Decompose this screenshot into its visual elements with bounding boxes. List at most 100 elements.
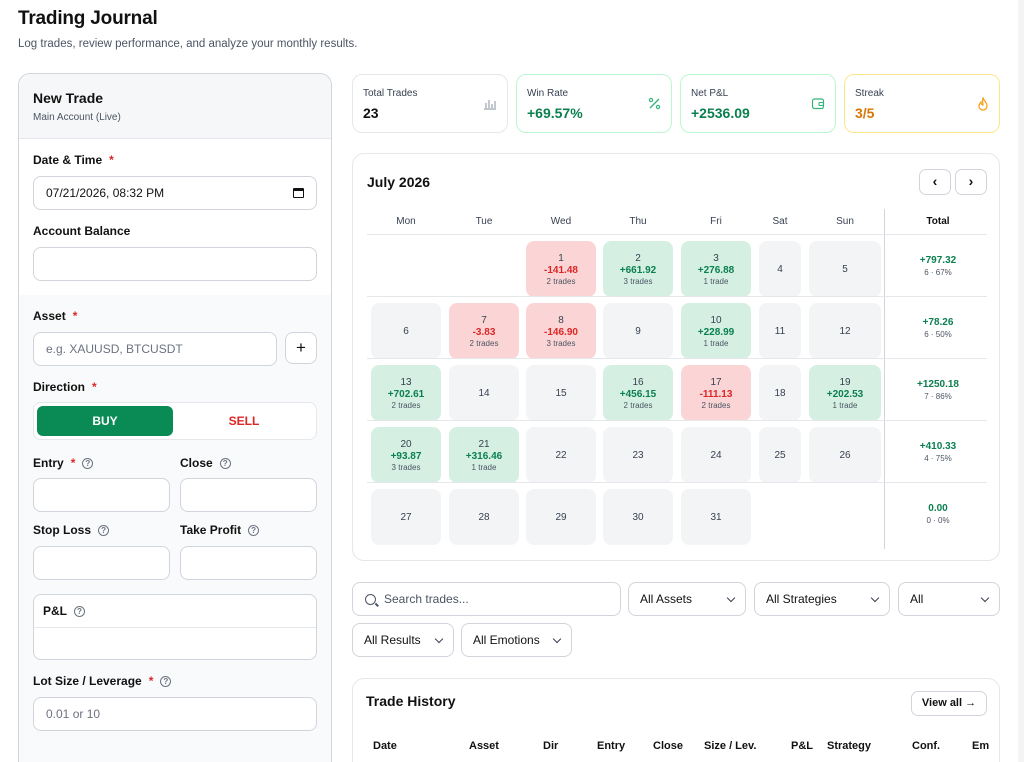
week-total: +78.26 6 · 50% <box>893 317 983 339</box>
account-balance-input[interactable] <box>33 247 317 281</box>
day-number: 5 <box>842 263 848 275</box>
calendar-day-22[interactable]: 22 <box>526 427 596 483</box>
lot-size-placeholder: 0.01 or 10 <box>46 707 101 721</box>
calendar-day-24[interactable]: 24 <box>681 427 751 483</box>
results-filter[interactable]: All Results <box>352 623 454 657</box>
calendar-icon[interactable] <box>293 188 304 198</box>
stat-value: 3/5 <box>855 105 875 121</box>
sell-button[interactable]: SELL <box>228 414 260 428</box>
calendar-day-8[interactable]: 8 -146.90 3 trades <box>526 303 596 359</box>
column-header-pnl[interactable]: P&L <box>791 740 813 752</box>
column-header-entry[interactable]: Entry <box>597 740 626 752</box>
strategies-filter[interactable]: All Strategies <box>754 582 890 616</box>
calendar-day-31[interactable]: 31 <box>681 489 751 545</box>
help-icon[interactable]: ? <box>219 457 231 469</box>
view-all-button[interactable]: View all → <box>911 691 987 716</box>
take-profit-input[interactable] <box>180 546 317 580</box>
calendar-day-9[interactable]: 9 <box>603 303 673 359</box>
day-pnl: +276.88 <box>697 264 735 276</box>
calendar-day-27[interactable]: 27 <box>371 489 441 545</box>
calendar-day-15[interactable]: 15 <box>526 365 596 421</box>
day-number: 17 <box>710 376 722 388</box>
week-total-pnl: +1250.18 <box>917 379 959 390</box>
calendar-day-26[interactable]: 26 <box>809 427 881 483</box>
buy-button[interactable]: BUY <box>37 406 173 436</box>
prev-month-button[interactable]: ‹ <box>919 169 951 195</box>
week-total-meta: 4 · 75% <box>924 454 952 463</box>
asset-input[interactable]: e.g. XAUUSD, BTCUSDT <box>33 332 277 366</box>
calendar-day-18[interactable]: 18 <box>759 365 801 421</box>
next-month-button[interactable]: › <box>955 169 987 195</box>
entry-input[interactable] <box>33 478 170 512</box>
calendar-day-28[interactable]: 28 <box>449 489 519 545</box>
help-icon[interactable]: ? <box>82 457 94 469</box>
calendar-day-16[interactable]: 16 +456.15 2 trades <box>603 365 673 421</box>
week-total-pnl: +410.33 <box>919 441 957 452</box>
stop-loss-input[interactable] <box>33 546 170 580</box>
week-total-pnl: +797.32 <box>919 255 957 266</box>
date-time-input[interactable]: 07/21/2026, 08:32 PM <box>33 176 317 210</box>
calendar-day-25[interactable]: 25 <box>759 427 801 483</box>
calendar-day-13[interactable]: 13 +702.61 2 trades <box>371 365 441 421</box>
calendar-day-10[interactable]: 10 +228.99 1 trade <box>681 303 751 359</box>
calendar-day-20[interactable]: 20 +93.87 3 trades <box>371 427 441 483</box>
column-header-dir[interactable]: Dir <box>543 740 559 752</box>
week-total-meta: 7 · 86% <box>924 392 952 401</box>
column-header-asset[interactable]: Asset <box>469 740 499 752</box>
calendar-day-17[interactable]: 17 -111.13 2 trades <box>681 365 751 421</box>
stat-card-win-rate: Win Rate +69.57% <box>516 74 672 133</box>
calendar-day-7[interactable]: 7 -3.83 2 trades <box>449 303 519 359</box>
day-pnl: -146.90 <box>544 326 578 338</box>
column-header-confidence[interactable]: Conf. <box>912 740 941 752</box>
period-filter-label: All <box>910 592 924 606</box>
week-total: +1250.18 7 · 86% <box>893 379 983 401</box>
stat-label: Streak <box>855 88 884 99</box>
calendar-day-23[interactable]: 23 <box>603 427 673 483</box>
lot-size-input[interactable]: 0.01 or 10 <box>33 697 317 731</box>
column-header-date[interactable]: Date <box>373 740 397 752</box>
period-filter[interactable]: All <box>898 582 1000 616</box>
calendar-day-3[interactable]: 3 +276.88 1 trade <box>681 241 751 297</box>
calendar-day-29[interactable]: 29 <box>526 489 596 545</box>
pnl-field[interactable]: P&L? <box>33 594 317 660</box>
date-time-label: Date & Time * <box>33 153 114 167</box>
close-label: Close? <box>180 456 231 470</box>
calendar-day-5[interactable]: 5 <box>809 241 881 297</box>
emotions-filter[interactable]: All Emotions <box>461 623 572 657</box>
help-icon[interactable]: ? <box>74 605 85 617</box>
assets-filter[interactable]: All Assets <box>628 582 746 616</box>
calendar-day-1[interactable]: 1 -141.48 2 trades <box>526 241 596 297</box>
calendar-day-4[interactable]: 4 <box>759 241 801 297</box>
day-number: 28 <box>478 511 490 523</box>
day-trade-count: 3 trades <box>546 338 576 348</box>
required-mark: * <box>72 309 78 323</box>
column-header-strategy[interactable]: Strategy <box>827 740 872 752</box>
required-mark: * <box>109 153 114 167</box>
calendar-day-21[interactable]: 21 +316.46 1 trade <box>449 427 519 483</box>
calendar-day-14[interactable]: 14 <box>449 365 519 421</box>
wallet-icon <box>811 97 825 113</box>
calendar-day-2[interactable]: 2 +661.92 3 trades <box>603 241 673 297</box>
asset-label: Asset * <box>33 309 78 323</box>
column-header-emotion[interactable]: Em <box>972 740 990 752</box>
calendar-day-6[interactable]: 6 <box>371 303 441 359</box>
calendar-day-11[interactable]: 11 <box>759 303 801 359</box>
day-number: 4 <box>777 263 783 275</box>
help-icon[interactable]: ? <box>98 524 110 536</box>
search-input[interactable]: Search trades... <box>352 582 621 616</box>
weekday-sun: Sun <box>836 216 854 227</box>
add-asset-button[interactable]: + <box>285 332 317 364</box>
help-icon[interactable]: ? <box>160 675 172 687</box>
calendar-day-19[interactable]: 19 +202.53 1 trade <box>809 365 881 421</box>
stat-label: Net P&L <box>691 88 729 99</box>
results-filter-label: All Results <box>364 633 421 647</box>
calendar-day-30[interactable]: 30 <box>603 489 673 545</box>
close-input[interactable] <box>180 478 317 512</box>
column-header-close[interactable]: Close <box>653 740 683 752</box>
help-icon[interactable]: ? <box>248 524 260 536</box>
trade-history-title: Trade History <box>366 693 456 709</box>
calendar-day-12[interactable]: 12 <box>809 303 881 359</box>
day-pnl: -111.13 <box>699 388 733 400</box>
scrollbar-track[interactable] <box>1018 0 1024 762</box>
column-header-size[interactable]: Size / Lev. <box>704 740 757 752</box>
